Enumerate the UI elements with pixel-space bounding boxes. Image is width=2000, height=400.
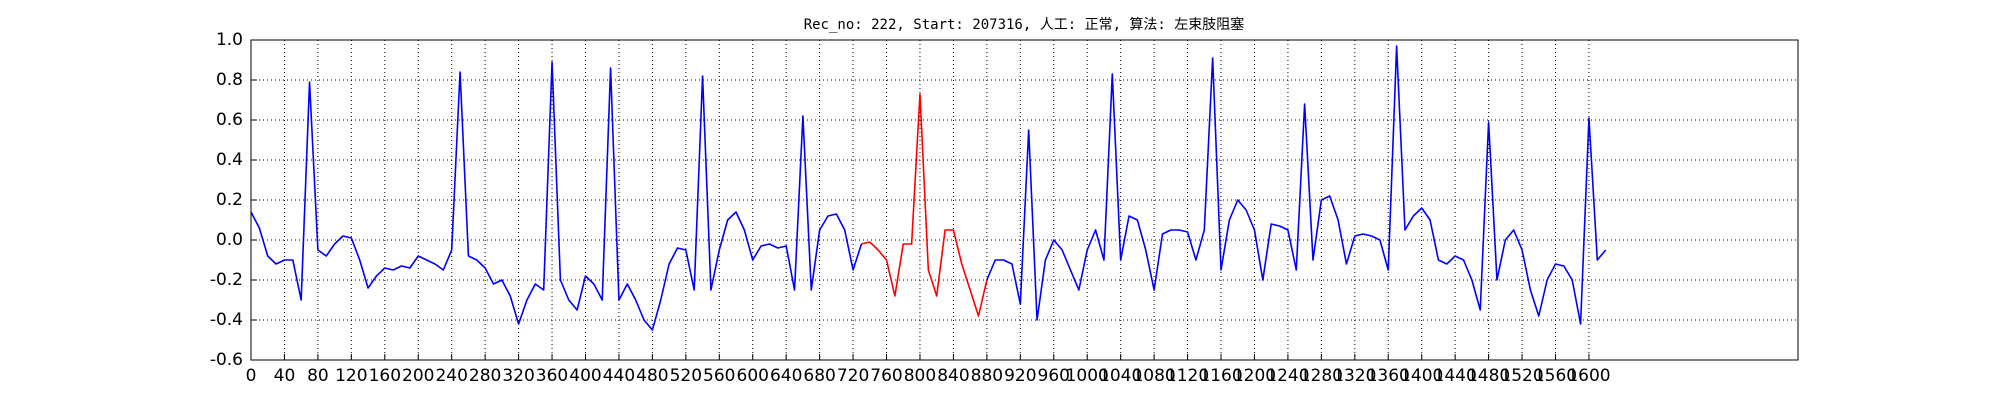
x-tick-label: 1160 (1199, 366, 1242, 386)
x-tick-label: 160 (369, 366, 401, 386)
ecg-line (861, 93, 988, 317)
x-tick-label: 1040 (1099, 366, 1142, 386)
y-tick-label: 0.2 (216, 190, 243, 210)
x-tick-label: 1240 (1266, 366, 1309, 386)
x-tick-label: 200 (402, 366, 434, 386)
y-tick-label: -0.4 (210, 310, 243, 330)
chart-title: Rec_no: 222, Start: 207316, 人工: 正常, 算法: … (804, 16, 1245, 33)
y-tick-label: -0.6 (210, 350, 243, 370)
x-tick-label: 1000 (1066, 366, 1109, 386)
x-tick-label: 360 (536, 366, 568, 386)
x-tick-label: 1200 (1233, 366, 1276, 386)
plot-frame (250, 39, 1799, 361)
x-tick-label: 920 (1004, 366, 1036, 386)
x-tick-label: 1600 (1567, 366, 1610, 386)
x-tick-label: 560 (703, 366, 735, 386)
x-tick-label: 400 (569, 366, 601, 386)
y-tick-label: 0.8 (216, 70, 243, 90)
x-tick-label: 720 (837, 366, 869, 386)
x-tick-label: 320 (502, 366, 534, 386)
x-tick-label: 880 (971, 366, 1003, 386)
x-tick-label: 840 (937, 366, 969, 386)
y-tick-label: 0.6 (216, 110, 243, 130)
x-tick-label: 280 (469, 366, 501, 386)
x-tick-label: 440 (603, 366, 635, 386)
x-tick-label: 240 (435, 366, 467, 386)
y-tick-label: -0.2 (210, 270, 243, 290)
y-tick-label: 0.4 (216, 150, 243, 170)
y-tick-label: 0.0 (216, 230, 243, 250)
x-tick-label: 1400 (1400, 366, 1443, 386)
x-tick-label: 640 (770, 366, 802, 386)
x-tick-label: 80 (307, 366, 329, 386)
x-tick-label: 1080 (1132, 366, 1175, 386)
ecg-line (250, 45, 1607, 331)
x-tick-label: 520 (670, 366, 702, 386)
x-tick-label: 800 (904, 366, 936, 386)
y-tick-label: 1.0 (216, 30, 243, 50)
x-tick-label: 1320 (1333, 366, 1376, 386)
x-tick-label: 1360 (1367, 366, 1410, 386)
x-tick-label: 960 (1038, 366, 1070, 386)
x-tick-label: 760 (870, 366, 902, 386)
x-tick-label: 120 (335, 366, 367, 386)
x-tick-label: 480 (636, 366, 668, 386)
x-tick-label: 600 (737, 366, 769, 386)
x-tick-label: 1560 (1534, 366, 1577, 386)
x-tick-label: 40 (274, 366, 296, 386)
x-tick-label: 1480 (1467, 366, 1510, 386)
x-tick-label: 1440 (1434, 366, 1477, 386)
x-tick-label: 1120 (1166, 366, 1209, 386)
x-tick-label: 680 (803, 366, 835, 386)
x-tick-label: 1280 (1300, 366, 1343, 386)
x-tick-label: 1520 (1500, 366, 1543, 386)
x-tick-label: 0 (246, 366, 257, 386)
